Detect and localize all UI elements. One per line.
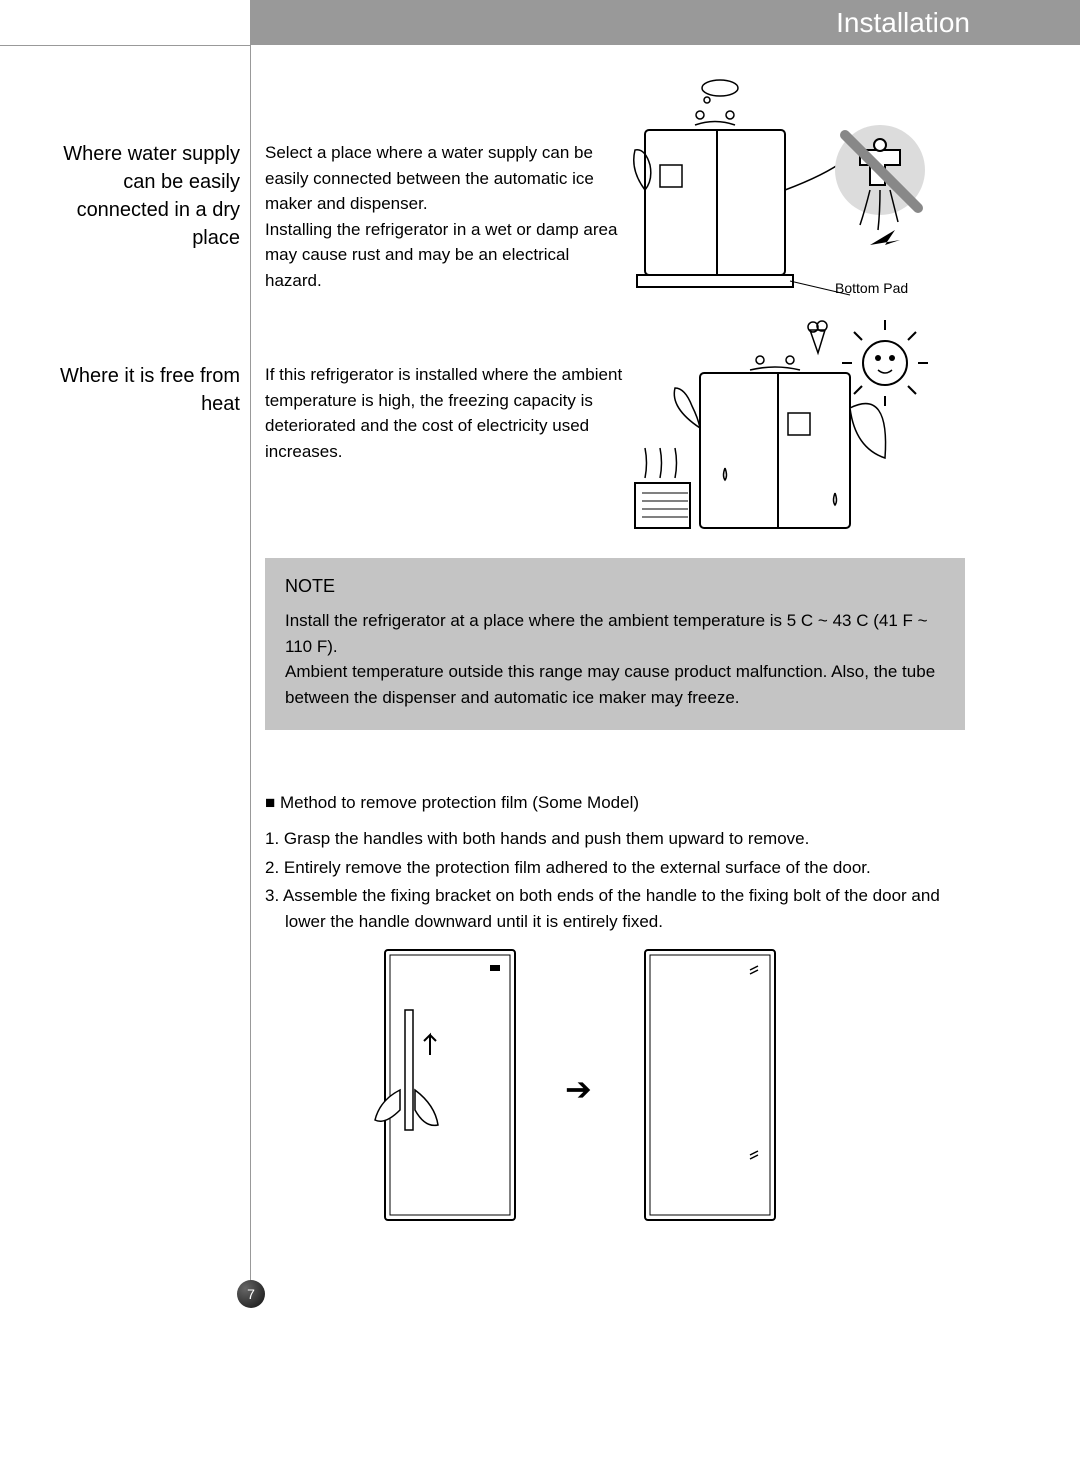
list-item: 3. Assemble the ﬁxing bracket on both en…	[265, 883, 965, 936]
body-water-supply: Select a place where a water supply can …	[265, 140, 625, 293]
illustration-heat	[630, 318, 930, 543]
page-number-badge: 7	[237, 1280, 265, 1308]
body-heat: If this refrigerator is installed where …	[265, 362, 625, 464]
note-body: Install the refrigerator at a place wher…	[285, 608, 945, 710]
vertical-divider	[250, 45, 251, 1295]
illustration-door-step2	[620, 940, 800, 1230]
heading-water-supply: Where water supply can be easily connect…	[50, 140, 240, 252]
illustration-door-step1	[360, 940, 540, 1230]
arrow-right-icon: ➔	[565, 1070, 592, 1108]
top-horizontal-rule	[0, 45, 250, 46]
page-number: 7	[247, 1286, 255, 1302]
note-title: NOTE	[285, 573, 945, 600]
page-title: Installation	[836, 7, 970, 39]
method-section: ■ Method to remove protection ﬁlm (Some …	[265, 790, 965, 938]
caption-bottom-pad: Bottom Pad	[835, 280, 908, 296]
list-item: 2. Entirely remove the protection ﬁlm ad…	[265, 855, 965, 881]
header-bar: Installation	[250, 0, 1080, 45]
method-title: ■ Method to remove protection ﬁlm (Some …	[265, 790, 965, 816]
illustration-water-supply: Bottom Pad	[625, 70, 945, 310]
list-item: 1. Grasp the handles with both hands and…	[265, 826, 965, 852]
note-box: NOTE Install the refrigerator at a place…	[265, 558, 965, 730]
heading-heat: Where it is free from heat	[50, 362, 240, 418]
method-list: 1. Grasp the handles with both hands and…	[265, 826, 965, 935]
